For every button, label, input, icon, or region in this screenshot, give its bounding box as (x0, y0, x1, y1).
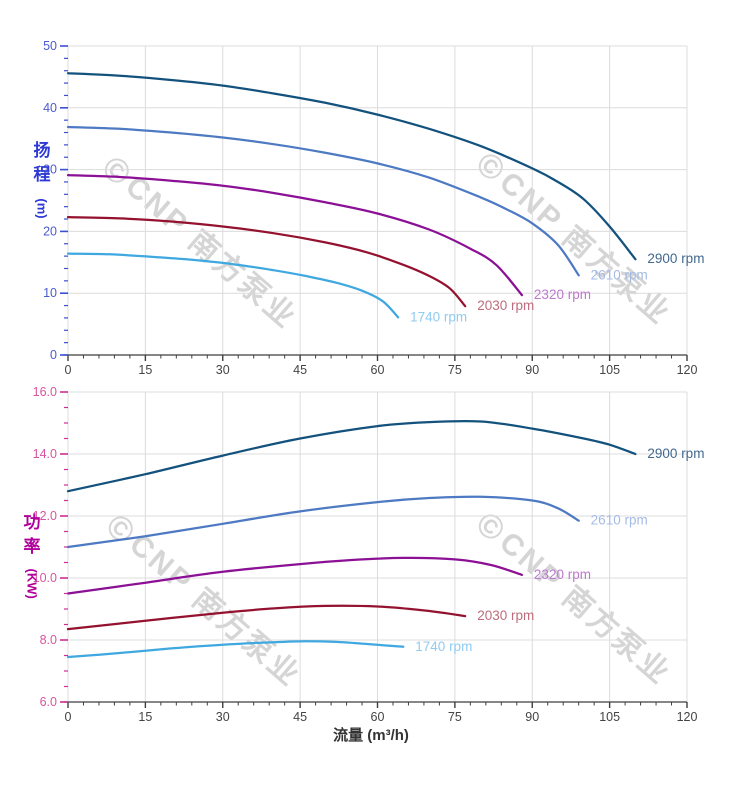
x-tick-label: 0 (65, 363, 72, 377)
y-tick-label: 50 (43, 39, 57, 53)
series-label-2030-rpm: 2030 rpm (477, 608, 534, 623)
y-tick-label: 14.0 (33, 447, 57, 461)
series-curve-1740-rpm (66, 252, 400, 319)
y-tick-label: 30 (43, 163, 57, 177)
series-label-1740-rpm: 1740 rpm (415, 639, 472, 654)
series-curve-2320-rpm (66, 556, 524, 595)
y-tick-label: 0 (50, 348, 57, 362)
series-curve-2610-rpm (66, 125, 580, 277)
x-tick-label: 75 (448, 363, 462, 377)
y-tick-label: 8.0 (40, 633, 57, 647)
x-tick-label: 120 (677, 363, 698, 377)
x-tick-label: 30 (216, 363, 230, 377)
y-tick-label: 10 (43, 286, 57, 300)
x-tick-label: 30 (216, 710, 230, 724)
x-tick-label: 45 (293, 363, 307, 377)
x-tick-label: 15 (138, 710, 152, 724)
series-curve-2610-rpm (66, 495, 580, 549)
series-curve-2900-rpm (66, 419, 637, 493)
y-tick-label: 12.0 (33, 509, 57, 523)
x-tick-label: 105 (599, 710, 620, 724)
power-axis-title-char: 功 (23, 513, 41, 532)
x-tick-label: 90 (525, 710, 539, 724)
chart-power: 2900 rpm 2610 rpm 2320 rpm 2030 rpm 1740 rpm… (33, 385, 705, 724)
series-label-2900-rpm: 2900 rpm (647, 251, 704, 266)
y-tick-label: 16.0 (33, 385, 57, 399)
series-label-2610-rpm: 2610 rpm (591, 267, 648, 282)
flow-axis-title: 流量 (m³/h) (333, 727, 409, 744)
x-tick-label: 60 (371, 363, 385, 377)
series-curve-2030-rpm (66, 604, 467, 631)
series-curve-2030-rpm (66, 216, 467, 308)
series-label-2900-rpm: 2900 rpm (647, 446, 704, 461)
x-tick-label: 60 (371, 710, 385, 724)
power-axis-unit: (KW) (24, 568, 40, 599)
x-tick-label: 90 (525, 363, 539, 377)
series-label-1740-rpm: 1740 rpm (410, 309, 467, 324)
series-label-2320-rpm: 2320 rpm (534, 287, 591, 302)
series-label-2320-rpm: 2320 rpm (534, 567, 591, 582)
power-axis-title-char: 率 (23, 537, 41, 556)
x-tick-label: 15 (138, 363, 152, 377)
x-tick-label: 105 (599, 363, 620, 377)
x-tick-label: 45 (293, 710, 307, 724)
y-tick-label: 6.0 (40, 695, 57, 709)
head-axis-title-char: 扬 (33, 141, 51, 160)
x-tick-label: 120 (677, 710, 698, 724)
head-axis-unit: (m) (34, 198, 50, 219)
head-axis-title-char: 程 (33, 165, 51, 184)
series-curve-1740-rpm (66, 640, 405, 659)
power-axis-title: 功 率 (KW) (20, 511, 44, 599)
series-curve-2900-rpm (66, 72, 637, 261)
series-label-2610-rpm: 2610 rpm (591, 513, 648, 528)
y-tick-label: 20 (43, 224, 57, 238)
series-label-2030-rpm: 2030 rpm (477, 298, 534, 313)
series-curve-2320-rpm (66, 174, 524, 297)
head-axis-title: 扬 程 (m) (30, 139, 54, 219)
y-tick-label: 10.0 (33, 571, 57, 585)
x-tick-label: 0 (65, 710, 72, 724)
y-tick-label: 40 (43, 101, 57, 115)
x-tick-label: 75 (448, 710, 462, 724)
